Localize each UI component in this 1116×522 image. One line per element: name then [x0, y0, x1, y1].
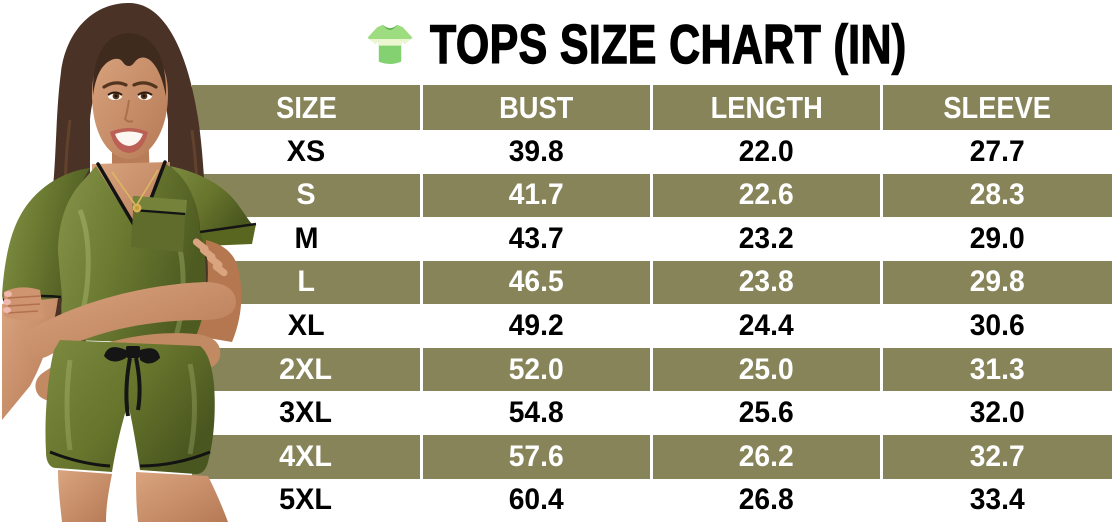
cell-sleeve: 32.0 [880, 391, 1112, 435]
size-label: 3XL [279, 396, 333, 430]
sleeve-value: 29.0 [970, 221, 1025, 255]
length-value: 26.8 [739, 483, 794, 517]
cell-bust: 46.5 [420, 260, 650, 305]
length-value: 23.2 [739, 221, 794, 255]
column-header-sleeve: SLEEVE [880, 85, 1112, 130]
cell-length: 22.0 [650, 130, 880, 174]
cell-bust: 43.7 [420, 217, 650, 261]
bust-value: 52.0 [509, 352, 564, 386]
bust-value: 46.5 [509, 265, 564, 299]
size-label: S [296, 178, 316, 212]
table-row-xl: XL 49.2 24.4 30.6 [192, 304, 1112, 348]
table-row-xs: XS 39.8 22.0 27.7 [192, 130, 1112, 174]
cell-size: M [192, 217, 420, 261]
cell-bust: 60.4 [420, 478, 650, 522]
cell-bust: 57.6 [420, 434, 650, 479]
cell-bust: 49.2 [420, 304, 650, 348]
cell-sleeve: 33.4 [880, 478, 1112, 522]
cell-sleeve: 27.7 [880, 130, 1112, 174]
cell-size: XS [192, 130, 420, 174]
cell-size: S [192, 173, 420, 218]
column-header-sleeve-label: SLEEVE [943, 89, 1052, 125]
cell-sleeve: 31.3 [880, 347, 1112, 392]
cell-sleeve: 28.3 [880, 173, 1112, 218]
cell-size: 4XL [192, 434, 420, 479]
cell-sleeve: 30.6 [880, 304, 1112, 348]
cell-bust: 41.7 [420, 173, 650, 218]
bust-value: 57.6 [509, 439, 564, 473]
size-label: XS [286, 134, 326, 168]
length-value: 25.0 [739, 352, 794, 386]
cell-length: 25.0 [650, 347, 880, 392]
table-row-2xl: 2XL 52.0 25.0 31.3 [192, 347, 1112, 392]
table-header-row: SIZE BUST LENGTH SLEEVE [192, 85, 1112, 130]
table-row-5xl: 5XL 60.4 26.8 33.4 [192, 478, 1112, 522]
title-bar: TOPS SIZE CHART (IN) [366, 14, 1041, 74]
length-value: 23.8 [739, 265, 794, 299]
cell-sleeve: 29.0 [880, 217, 1112, 261]
column-header-length-label: LENGTH [710, 89, 823, 125]
cell-length: 23.2 [650, 217, 880, 261]
cell-length: 23.8 [650, 260, 880, 305]
table-row-m: M 43.7 23.2 29.0 [192, 217, 1112, 261]
bust-value: 43.7 [509, 221, 564, 255]
length-value: 24.4 [739, 309, 794, 343]
cell-length: 22.6 [650, 173, 880, 218]
cell-bust: 52.0 [420, 347, 650, 392]
size-label: XL [287, 309, 325, 343]
length-value: 22.0 [739, 134, 794, 168]
size-label: 2XL [279, 352, 333, 386]
length-value: 26.2 [739, 439, 794, 473]
table-row-s: S 41.7 22.6 28.3 [192, 173, 1112, 218]
length-value: 22.6 [739, 178, 794, 212]
bust-value: 54.8 [509, 396, 564, 430]
sleeve-value: 29.8 [970, 265, 1025, 299]
column-header-length: LENGTH [650, 85, 880, 130]
cell-size: L [192, 260, 420, 305]
sleeve-value: 32.0 [970, 396, 1025, 430]
column-header-size-label: SIZE [275, 89, 337, 125]
size-label: 4XL [279, 439, 333, 473]
cell-sleeve: 29.8 [880, 260, 1112, 305]
cell-bust: 54.8 [420, 391, 650, 435]
cell-size: XL [192, 304, 420, 348]
sleeve-value: 32.7 [970, 439, 1025, 473]
column-header-size: SIZE [192, 85, 420, 130]
sleeve-value: 27.7 [970, 134, 1025, 168]
sleeve-value: 28.3 [970, 178, 1025, 212]
tshirt-icon [366, 20, 414, 68]
table-row-3xl: 3XL 54.8 25.6 32.0 [192, 391, 1112, 435]
sleeve-value: 31.3 [970, 352, 1025, 386]
cell-size: 5XL [192, 479, 420, 522]
sleeve-value: 33.4 [970, 483, 1025, 517]
table-row-l: L 46.5 23.8 29.8 [192, 260, 1112, 305]
cell-length: 26.2 [650, 434, 880, 479]
sleeve-value: 30.6 [970, 309, 1025, 343]
size-table: SIZE BUST LENGTH SLEEVE XS 39.8 22.0 27.… [192, 85, 1112, 522]
cell-length: 25.6 [650, 391, 880, 435]
page-title: TOPS SIZE CHART (IN) [429, 12, 907, 75]
cell-length: 24.4 [650, 304, 880, 348]
bust-value: 49.2 [509, 309, 564, 343]
table-row-4xl: 4XL 57.6 26.2 32.7 [192, 434, 1112, 479]
cell-sleeve: 32.7 [880, 434, 1112, 479]
column-header-bust: BUST [420, 85, 650, 130]
cell-size: 2XL [192, 347, 420, 392]
size-label: L [297, 265, 315, 299]
size-label: 5XL [279, 483, 333, 517]
column-header-bust-label: BUST [499, 89, 574, 125]
bust-value: 60.4 [509, 483, 564, 517]
cell-length: 26.8 [650, 478, 880, 522]
cell-bust: 39.8 [420, 130, 650, 174]
bust-value: 41.7 [509, 178, 564, 212]
size-label: M [294, 221, 318, 255]
length-value: 25.6 [739, 396, 794, 430]
bust-value: 39.8 [509, 134, 564, 168]
cell-size: 3XL [192, 391, 420, 435]
